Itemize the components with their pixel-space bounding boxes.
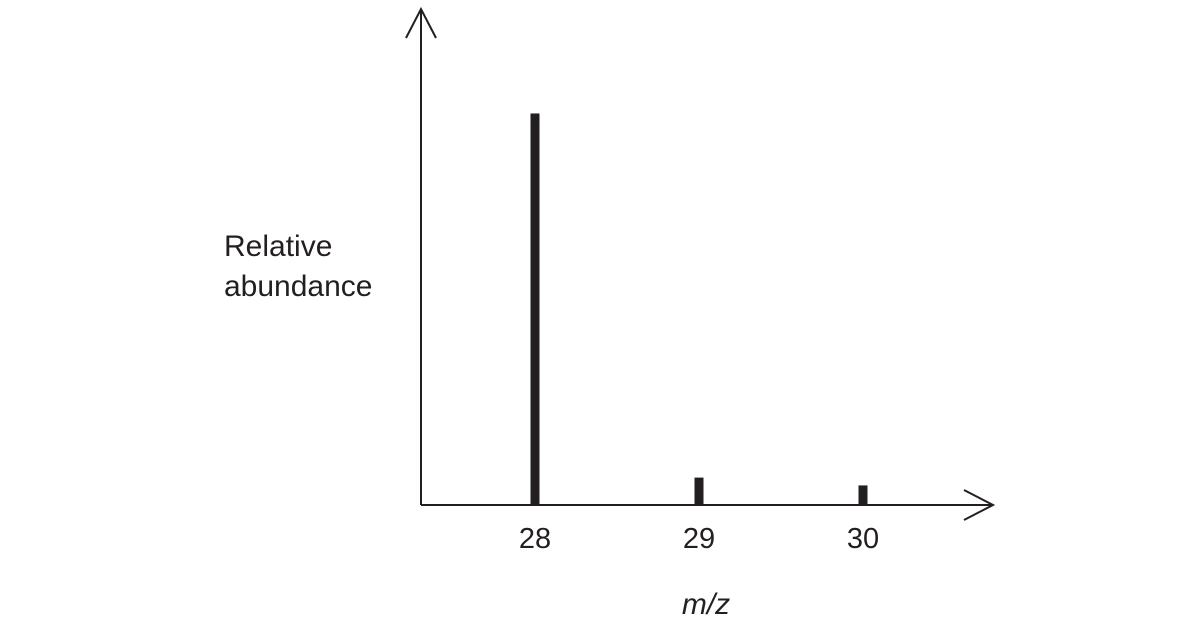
bar-28 <box>530 113 540 505</box>
x-axis-label: m/z <box>682 588 730 621</box>
y-axis-arrowhead <box>405 6 437 39</box>
y-axis-label: Relative abundance <box>224 230 372 303</box>
x-axis-arrowhead <box>963 489 996 521</box>
bars <box>530 113 868 505</box>
axes <box>405 6 996 521</box>
x-tick-label-28: 28 <box>519 523 551 555</box>
x-tick-labels: 28 29 30 <box>519 523 879 555</box>
bar-30 <box>858 485 868 505</box>
x-tick-label-29: 29 <box>683 523 715 555</box>
y-axis-label-line-2: abundance <box>224 270 372 303</box>
bar-29 <box>694 477 704 505</box>
x-tick-label-30: 30 <box>847 523 879 555</box>
y-axis-label-line-1: Relative <box>224 230 332 263</box>
